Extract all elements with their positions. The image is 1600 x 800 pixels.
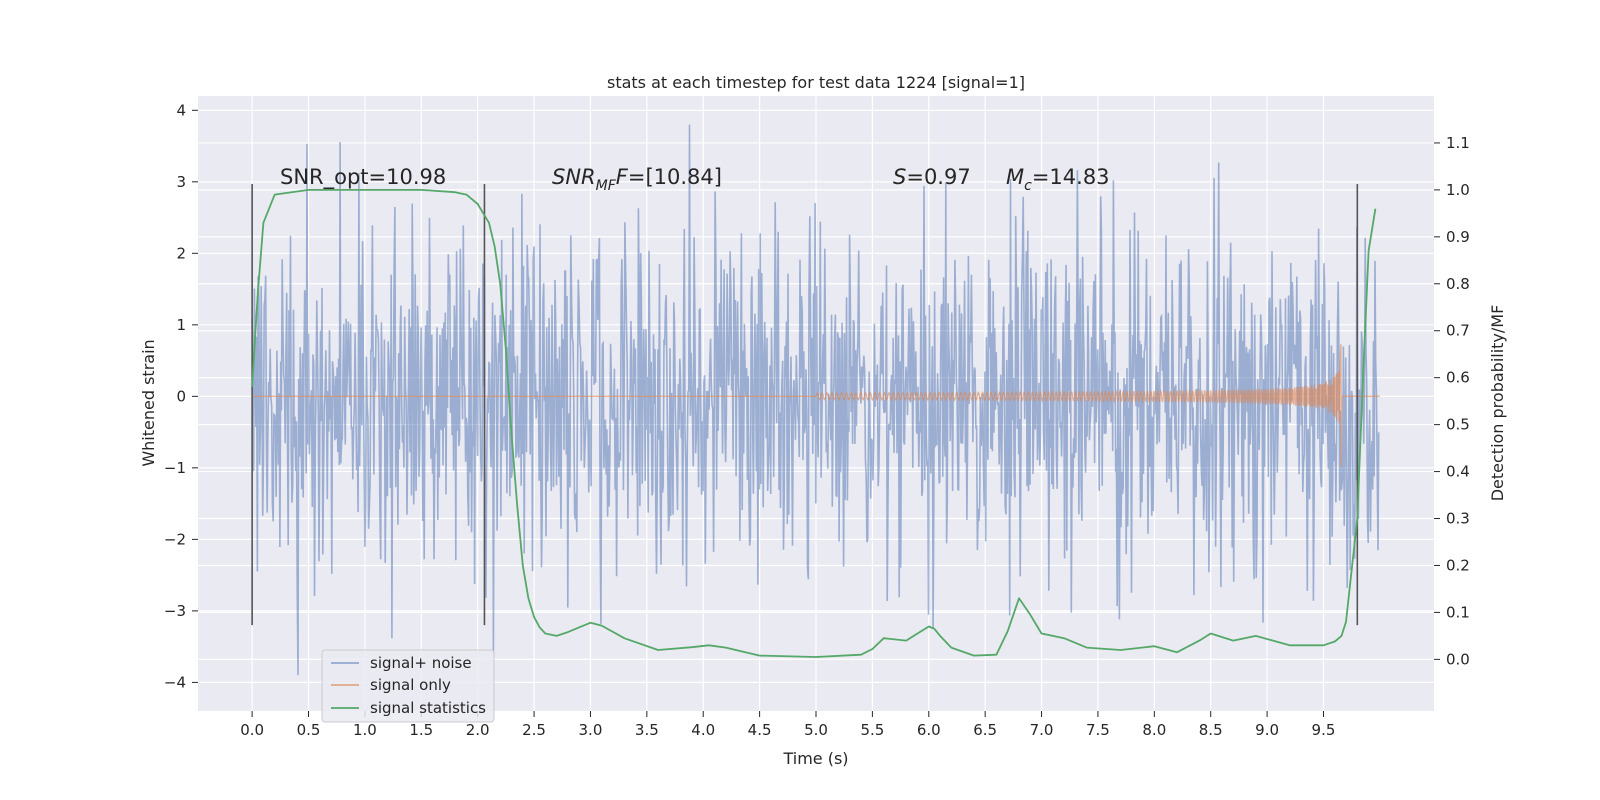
legend-label-signal-noise: signal+ noise <box>370 654 472 672</box>
x-tick-label: 5.5 <box>860 721 884 739</box>
annotation-mc-value: =14.83 <box>1032 165 1110 189</box>
series-signal-only <box>252 344 1380 468</box>
y-tick-label: −3 <box>164 602 186 620</box>
y2-tick-label: 1.0 <box>1446 181 1470 199</box>
y2-tick-label: 1.1 <box>1446 134 1470 152</box>
x-tick-label: 5.0 <box>804 721 828 739</box>
annotation-mc: Mc=14.83 <box>1006 165 1110 194</box>
annotation-mc-main: M <box>1006 165 1024 189</box>
y2-tick-label: 0.5 <box>1446 416 1470 434</box>
x-tick-label: 3.5 <box>635 721 659 739</box>
y-tick-label: 0 <box>176 387 186 405</box>
annotation-snr-mf-main: SNR <box>552 165 596 189</box>
x-tick-label: 8.5 <box>1199 721 1223 739</box>
y-axis-label: Whitened strain <box>139 339 158 466</box>
annotation-snr-mf-sub: MF <box>596 178 617 194</box>
y2-tick-label: 0.7 <box>1446 322 1470 340</box>
x-tick-label: 8.0 <box>1142 721 1166 739</box>
series-signal-statistics <box>251 189 1377 658</box>
x-tick-label: 0.5 <box>297 721 321 739</box>
y-tick-label: −4 <box>164 673 186 691</box>
series-signal-noise <box>251 124 1380 676</box>
y-tick-label: 2 <box>176 244 186 262</box>
y2-tick-label: 0.6 <box>1446 369 1470 387</box>
x-axis-ticks: 0.0 0.5 1.0 1.5 2.0 2.5 3.0 3.5 4.0 4.5 5.0 5.5 6.0 6… <box>240 711 1335 739</box>
y2-tick-label: 0.0 <box>1446 650 1470 668</box>
annotation-s-symbol: S <box>893 165 906 189</box>
x-tick-label: 3.0 <box>579 721 603 739</box>
annotation-snr-opt: SNR_opt=10.98 <box>280 165 446 190</box>
y2-tick-label: 0.3 <box>1446 510 1470 528</box>
annotation-mc-sub: c <box>1024 178 1032 194</box>
annotation-snr-mf: SNRMFF=[10.84] <box>552 165 722 194</box>
legend-box <box>321 649 495 723</box>
y-tick-label: −1 <box>164 459 186 477</box>
vertical-markers <box>251 183 1359 626</box>
series-line-signal-statistics <box>251 189 1377 658</box>
x-tick-label: 1.5 <box>409 721 433 739</box>
x-tick-label: 9.0 <box>1255 721 1279 739</box>
x-tick-label: 1.0 <box>353 721 377 739</box>
annotations: SNR_opt=10.98 SNRMFF=[10.84] S=0.97 Mc=1… <box>280 165 1110 194</box>
y2-axis-ticks: 0.0 0.1 0.2 0.3 0.4 0.5 0.6 0.7 0.8 0.9 1.0 1.1 <box>1434 134 1470 668</box>
legend-label-signal-statistics: signal statistics <box>370 699 486 717</box>
y-tick-label: −2 <box>164 530 186 548</box>
x-tick-label: 7.0 <box>1030 721 1054 739</box>
legend-label-signal-only: signal only <box>370 676 451 694</box>
annotation-s: S=0.97 <box>893 165 971 189</box>
x-tick-label: 2.0 <box>466 721 490 739</box>
x-tick-label: 2.5 <box>522 721 546 739</box>
x-tick-label: 4.0 <box>691 721 715 739</box>
x-axis-label: Time (s) <box>782 749 848 768</box>
y-tick-label: 1 <box>176 316 186 334</box>
x-tick-label: 7.5 <box>1086 721 1110 739</box>
y-axis-ticks: −4 −3 −2 −1 0 1 2 3 4 <box>164 101 198 691</box>
y-tick-label: 4 <box>176 101 186 119</box>
series-line-signal-noise <box>251 124 1380 676</box>
y2-tick-label: 0.8 <box>1446 275 1470 293</box>
y2-tick-label: 0.2 <box>1446 556 1470 574</box>
annotation-s-value: =0.97 <box>906 165 970 189</box>
legend: signal+ noise signal only signal statist… <box>321 649 495 723</box>
y2-tick-label: 0.4 <box>1446 463 1470 481</box>
x-tick-label: 6.5 <box>973 721 997 739</box>
series-line-signal-only <box>252 344 1380 468</box>
x-tick-label: 4.5 <box>748 721 772 739</box>
x-tick-label: 9.5 <box>1312 721 1336 739</box>
y2-axis-label: Detection probability/MF <box>1488 305 1507 502</box>
y2-tick-label: 0.9 <box>1446 228 1470 246</box>
y-tick-label: 3 <box>176 173 186 191</box>
annotation-snr-mf-value: =[10.84] <box>628 165 722 189</box>
chart-title: stats at each timestep for test data 122… <box>607 73 1025 92</box>
x-tick-label: 0.0 <box>240 721 264 739</box>
x-tick-label: 6.0 <box>917 721 941 739</box>
y2-tick-label: 0.1 <box>1446 603 1470 621</box>
